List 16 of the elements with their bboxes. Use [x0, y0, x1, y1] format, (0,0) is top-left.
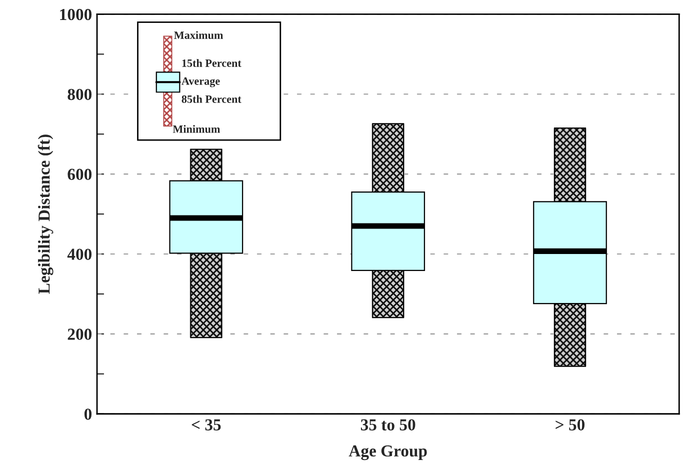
- y-tick-label: 0: [84, 408, 92, 420]
- y-tick-label: 1000: [60, 8, 92, 20]
- annotation: Average: [182, 77, 220, 88]
- y-axis-title: Legibility Distance (ft): [38, 134, 54, 294]
- x-axis-title: Age Group: [348, 445, 427, 460]
- x-tick-label: 35 to 50: [360, 419, 416, 430]
- annotation: 15th Percent: [182, 59, 242, 67]
- y-tick-label: 400: [67, 248, 92, 260]
- y-tick-label: 200: [68, 328, 92, 340]
- x-tick-label: < 35: [192, 419, 221, 430]
- y-tick-label: 600: [68, 168, 92, 180]
- annotation: Maximum: [174, 31, 224, 39]
- x-tick-label: > 50: [556, 419, 585, 430]
- annotation: Minimum: [172, 125, 220, 133]
- y-tick-label: 800: [68, 88, 92, 100]
- annotation: 85th Percent: [182, 95, 242, 103]
